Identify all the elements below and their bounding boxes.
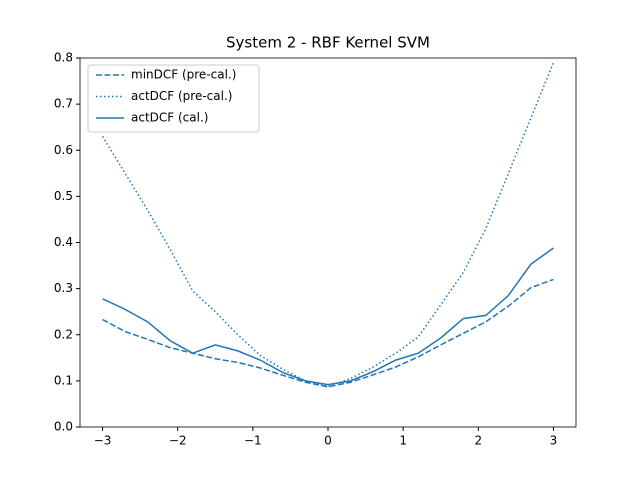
chart-title: System 2 - RBF Kernel SVM: [226, 34, 430, 52]
legend-box: [87, 64, 260, 133]
x-tick-label: −3: [94, 434, 112, 448]
legend-label: minDCF (pre-cal.): [131, 68, 236, 82]
series-line: [102, 247, 554, 386]
y-tick-label: 0.0: [54, 420, 73, 434]
series-line: [102, 278, 554, 388]
y-tick-label: 0.5: [54, 189, 73, 203]
y-tick-label: 0.8: [54, 51, 73, 65]
x-tick-label: 3: [550, 434, 558, 448]
y-tick-label: 0.3: [54, 281, 73, 295]
plot-frame: [79, 57, 577, 428]
x-tick-label: 1: [399, 434, 407, 448]
x-tick-label: 0: [324, 434, 332, 448]
legend-label: actDCF (cal.): [131, 111, 208, 125]
x-tick-label: −2: [169, 434, 187, 448]
y-tick-label: 0.4: [54, 235, 73, 249]
y-tick-label: 0.2: [54, 327, 73, 341]
y-tick-label: 0.7: [54, 97, 73, 111]
x-tick-label: −1: [244, 434, 262, 448]
y-tick-label: 0.6: [54, 143, 73, 157]
y-tick-label: 0.1: [54, 373, 73, 387]
x-tick-label: 2: [474, 434, 482, 448]
legend-label: actDCF (pre-cal.): [131, 89, 232, 103]
